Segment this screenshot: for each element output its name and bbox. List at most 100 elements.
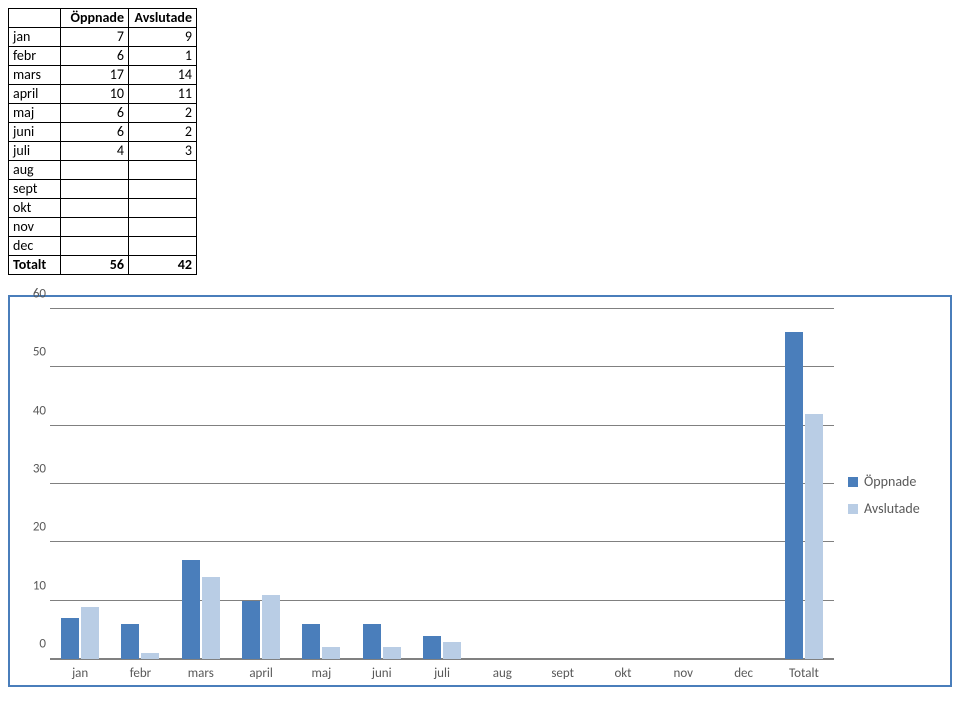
table-row: aug bbox=[9, 161, 197, 180]
row-opened: 4 bbox=[61, 142, 129, 161]
row-opened: 6 bbox=[61, 123, 129, 142]
bars-row bbox=[50, 309, 834, 659]
legend-swatch-icon bbox=[848, 504, 858, 514]
x-tick-label: okt bbox=[593, 666, 653, 681]
bar-opened bbox=[423, 636, 441, 659]
row-opened: 7 bbox=[61, 28, 129, 47]
total-closed: 42 bbox=[129, 256, 197, 275]
legend-swatch-icon bbox=[848, 477, 858, 487]
table-row-total: Totalt 56 42 bbox=[9, 256, 197, 275]
y-tick-label: 10 bbox=[16, 578, 46, 593]
table-row: jan 7 9 bbox=[9, 28, 197, 47]
x-tick-label: aug bbox=[472, 666, 532, 681]
x-tick-label: maj bbox=[291, 666, 351, 681]
bar-opened bbox=[242, 601, 260, 659]
bar-closed bbox=[443, 642, 461, 660]
x-tick-label: juli bbox=[412, 666, 472, 681]
legend-label: Avslutade bbox=[864, 500, 920, 517]
legend-item-closed: Avslutade bbox=[848, 500, 944, 517]
x-tick-label: mars bbox=[171, 666, 231, 681]
table-header-row: Öppnade Avslutade bbox=[9, 9, 197, 28]
bar-opened bbox=[363, 624, 381, 659]
row-closed bbox=[129, 161, 197, 180]
bar-opened bbox=[61, 618, 79, 659]
row-label: maj bbox=[9, 104, 61, 123]
bar-group bbox=[412, 636, 472, 659]
row-closed bbox=[129, 180, 197, 199]
row-closed: 2 bbox=[129, 123, 197, 142]
bar-group bbox=[352, 624, 412, 659]
total-opened: 56 bbox=[61, 256, 129, 275]
y-tick-label: 20 bbox=[16, 520, 46, 535]
bar-chart: 0102030405060 janfebrmarsaprilmajjunijul… bbox=[8, 295, 952, 687]
table-row: april 10 11 bbox=[9, 85, 197, 104]
y-tick-label: 30 bbox=[16, 462, 46, 477]
row-label: mars bbox=[9, 66, 61, 85]
bar-closed bbox=[81, 607, 99, 660]
bar-opened bbox=[182, 560, 200, 659]
row-closed: 2 bbox=[129, 104, 197, 123]
row-label: juli bbox=[9, 142, 61, 161]
x-tick-label: juni bbox=[352, 666, 412, 681]
table-row: juli 4 3 bbox=[9, 142, 197, 161]
row-label: nov bbox=[9, 218, 61, 237]
row-closed bbox=[129, 199, 197, 218]
row-label: juni bbox=[9, 123, 61, 142]
row-opened bbox=[61, 218, 129, 237]
bar-closed bbox=[262, 595, 280, 659]
table-col-closed: Avslutade bbox=[129, 9, 197, 28]
x-tick-label: sept bbox=[533, 666, 593, 681]
row-opened: 10 bbox=[61, 85, 129, 104]
table-row: juni 6 2 bbox=[9, 123, 197, 142]
bar-closed bbox=[383, 647, 401, 659]
row-closed: 14 bbox=[129, 66, 197, 85]
table-row: nov bbox=[9, 218, 197, 237]
bar-group bbox=[231, 595, 291, 659]
row-label: febr bbox=[9, 47, 61, 66]
total-label: Totalt bbox=[9, 256, 61, 275]
bar-opened bbox=[121, 624, 139, 659]
row-opened bbox=[61, 199, 129, 218]
row-label: jan bbox=[9, 28, 61, 47]
row-label: sept bbox=[9, 180, 61, 199]
data-table: Öppnade Avslutade jan 7 9 febr 6 1 mars … bbox=[8, 8, 197, 275]
table-row: febr 6 1 bbox=[9, 47, 197, 66]
row-opened bbox=[61, 161, 129, 180]
bar-closed bbox=[322, 647, 340, 659]
legend-label: Öppnade bbox=[864, 473, 916, 490]
x-axis-labels: janfebrmarsaprilmajjunijuliaugseptoktnov… bbox=[50, 666, 834, 681]
bar-group bbox=[171, 560, 231, 659]
row-closed: 3 bbox=[129, 142, 197, 161]
row-opened bbox=[61, 237, 129, 256]
x-tick-label: febr bbox=[110, 666, 170, 681]
bar-closed bbox=[202, 577, 220, 659]
x-axis-line bbox=[50, 659, 834, 660]
y-tick-label: 50 bbox=[16, 345, 46, 360]
x-tick-label: dec bbox=[713, 666, 773, 681]
row-opened: 6 bbox=[61, 104, 129, 123]
chart-legend: Öppnade Avslutade bbox=[834, 309, 944, 681]
bar-opened bbox=[785, 332, 803, 659]
y-tick-label: 40 bbox=[16, 403, 46, 418]
legend-item-opened: Öppnade bbox=[848, 473, 944, 490]
row-label: okt bbox=[9, 199, 61, 218]
row-opened: 17 bbox=[61, 66, 129, 85]
bar-group bbox=[110, 624, 170, 659]
bar-group bbox=[774, 332, 834, 659]
x-tick-label: april bbox=[231, 666, 291, 681]
x-tick-label: Totalt bbox=[774, 666, 834, 681]
bar-group bbox=[50, 607, 110, 660]
row-closed: 11 bbox=[129, 85, 197, 104]
bar-opened bbox=[302, 624, 320, 659]
table-row: maj 6 2 bbox=[9, 104, 197, 123]
row-label: dec bbox=[9, 237, 61, 256]
row-closed bbox=[129, 237, 197, 256]
y-tick-label: 60 bbox=[16, 287, 46, 302]
bar-group bbox=[291, 624, 351, 659]
y-tick-label: 0 bbox=[16, 637, 46, 652]
row-opened bbox=[61, 180, 129, 199]
table-row: okt bbox=[9, 199, 197, 218]
row-closed: 9 bbox=[129, 28, 197, 47]
table-row: dec bbox=[9, 237, 197, 256]
table-col-opened: Öppnade bbox=[61, 9, 129, 28]
